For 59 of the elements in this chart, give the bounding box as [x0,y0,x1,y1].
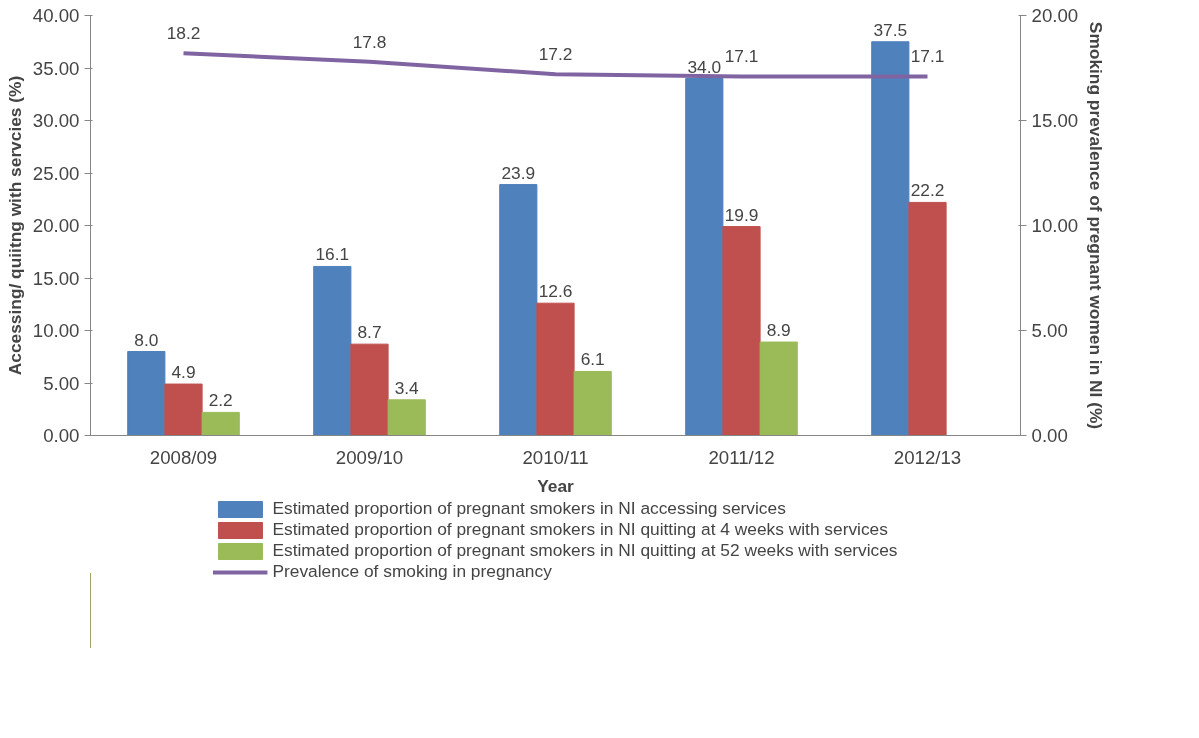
bar [499,184,538,436]
data-label: 34.0 [687,56,722,77]
x-tick-label: 2010/11 [522,446,589,468]
bar [908,201,947,436]
x-tick-label: 2008/09 [149,446,218,468]
data-label: 18.2 [166,23,201,44]
y-tick-label: 30.00 [32,110,80,131]
y-tick-label: 40.00 [32,5,80,26]
y-tick-label: 10.00 [32,320,80,341]
data-label: 23.9 [501,162,536,183]
data-label: 17.1 [724,46,759,67]
y-tick-label: 35.00 [32,57,80,79]
data-label: 4.9 [171,362,196,383]
x-tick-label: 2012/13 [893,446,962,468]
x-axis-title: Year [537,475,575,496]
data-label: 17.1 [910,46,945,67]
bar [685,78,724,436]
x-tick-label: 2011/12 [708,446,775,468]
data-label: 22.2 [910,180,945,201]
y-tick-label: 15.00 [32,267,80,289]
data-label: 12.6 [538,281,573,302]
bar [201,411,240,436]
bar [164,383,203,436]
bar [722,226,761,436]
legend-label: Estimated proportion of pregnant smokers in NI accessing services [272,498,786,519]
bar [871,41,910,436]
data-label: 2.2 [208,390,233,411]
data-label: 17.8 [352,31,387,52]
data-label: 3.4 [394,377,420,398]
data-label: 6.1 [580,349,605,370]
data-label: 16.1 [315,244,350,265]
legend-label: Estimated proportion of pregnant smokers in NI quitting at 52 weeks with services [272,540,898,561]
data-label: 8.7 [357,322,382,343]
x-tick-label: 2009/10 [335,446,404,468]
y-tick-label: 0.00 [43,425,80,446]
data-label: 19.9 [724,204,759,225]
y2-axis-title: Smoking prevalence of pregnant women in NI (%) [1086,21,1107,430]
y-tick-label: 20.00 [32,215,80,236]
bar [573,370,612,436]
y-tick-label: 25.00 [32,162,80,184]
bar [127,351,166,436]
y2-tick-label: 5.00 [1031,320,1068,341]
bar [387,399,426,436]
y2-tick-label: 10.00 [1031,215,1079,236]
data-label: 37.5 [873,19,908,40]
y-axis-title: Accessing/ quiitng with servcies (%) [4,75,25,376]
y2-tick-label: 20.00 [1031,5,1079,26]
data-label: 8.0 [134,329,159,350]
data-label: 8.9 [766,320,791,341]
y2-tick-label: 15.00 [1031,110,1079,131]
y2-tick-label: 0.00 [1031,425,1068,446]
data-label: 17.2 [538,44,573,65]
bar [313,265,352,436]
legend-label: Estimated proportion of pregnant smokers in NI quitting at 4 weeks with services [272,519,888,540]
y-tick-label: 5.00 [43,372,80,394]
legend-label: Prevalence of smoking in pregnancy [272,561,552,582]
bar [350,343,389,436]
bar [536,302,575,436]
bar [759,341,798,436]
